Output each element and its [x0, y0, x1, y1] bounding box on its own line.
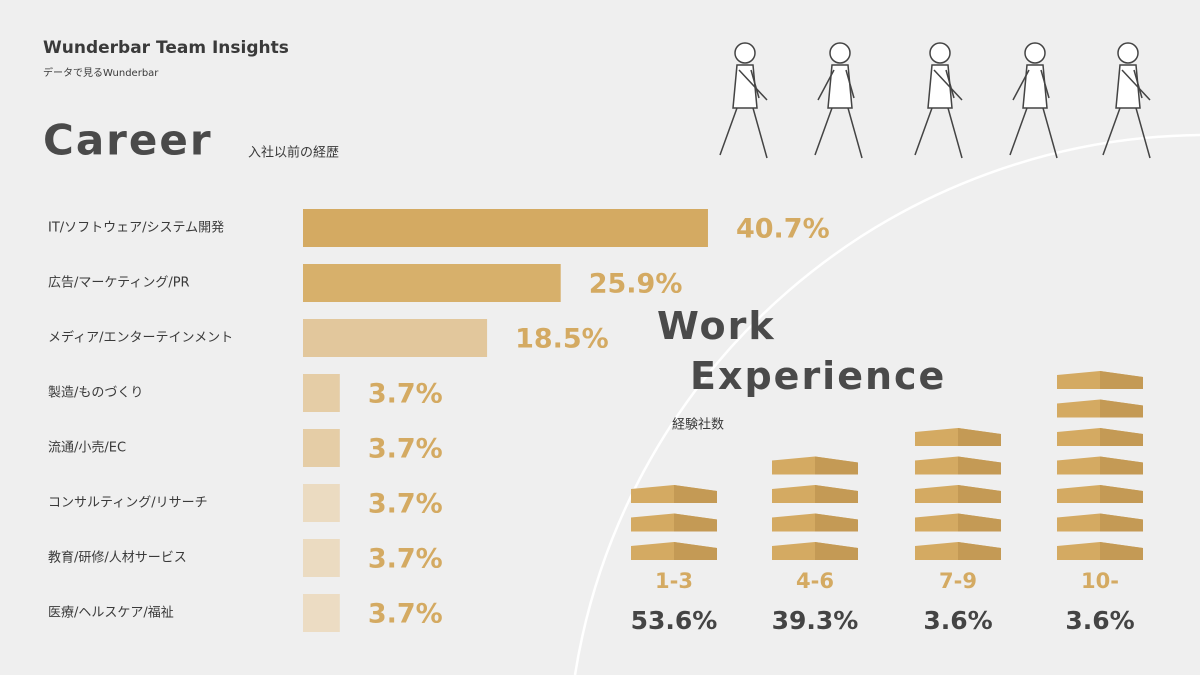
building-icon — [631, 485, 717, 560]
bar — [303, 374, 340, 412]
bar — [303, 264, 561, 302]
building-floor-shade — [1100, 542, 1143, 560]
walker-legs — [814, 107, 863, 159]
walker-body — [1022, 64, 1048, 109]
walker-arm — [738, 69, 768, 101]
walker-head — [829, 42, 851, 64]
building-floor-shade — [674, 485, 717, 503]
walker-body — [1115, 64, 1141, 109]
category-label: 製造/ものづくり — [48, 386, 143, 401]
category-label: 広告/マーケティング/PR — [48, 276, 190, 291]
walker-arm — [933, 69, 963, 101]
walker-legs — [914, 107, 963, 159]
bar — [303, 539, 340, 577]
value-label: 3.7% — [368, 434, 443, 465]
building-floor-shade — [1100, 371, 1143, 389]
walker-body — [927, 64, 953, 109]
building-floor-shade — [1100, 456, 1143, 475]
walker-legs — [1009, 107, 1058, 159]
building-floor-shade — [815, 456, 858, 475]
building-floor-shade — [1100, 428, 1143, 446]
category-label: コンサルティング/リサーチ — [48, 496, 208, 511]
walker-head — [929, 42, 951, 64]
walker-legs — [1102, 107, 1151, 159]
brand-subtitle: データで見るWunderbar — [43, 66, 159, 79]
building-floor-shade — [958, 428, 1001, 446]
value-label: 53.6% — [631, 606, 718, 635]
bar — [303, 484, 340, 522]
building-floor-shade — [958, 542, 1001, 560]
value-label: 3.7% — [368, 544, 443, 575]
walker-head — [1024, 42, 1046, 64]
brand-title: Wunderbar Team Insights — [43, 38, 289, 58]
bar — [303, 319, 488, 357]
category-label: 1-3 — [655, 569, 693, 593]
bar — [303, 594, 340, 632]
category-label: 教育/研修/人材サービス — [48, 550, 187, 566]
career-title: Career — [43, 116, 213, 165]
walker-head — [1117, 42, 1139, 64]
bar — [303, 209, 708, 247]
walker-arm — [1121, 69, 1151, 101]
building-floor-shade — [674, 542, 717, 560]
value-label: 3.6% — [923, 606, 992, 635]
building-floor-shade — [815, 485, 858, 503]
category-label: IT/ソフトウェア/システム開発 — [48, 221, 224, 236]
category-label: 7-9 — [939, 569, 977, 593]
building-floor-shade — [958, 456, 1001, 475]
building-icon — [1057, 371, 1143, 560]
building-floor-shade — [815, 542, 858, 560]
walker-head — [734, 42, 756, 64]
walker-arm — [1012, 69, 1050, 101]
value-label: 39.3% — [772, 606, 859, 635]
value-label: 3.7% — [368, 599, 443, 630]
work-subtitle: 経験社数 — [672, 417, 724, 433]
decor-arc — [573, 133, 1200, 675]
building-floor-shade — [1100, 513, 1143, 532]
value-label: 3.7% — [368, 379, 443, 410]
building-floor-shade — [958, 513, 1001, 532]
building-floor-shade — [1100, 485, 1143, 503]
building-floor-shade — [958, 485, 1001, 503]
walkers-illustration — [719, 42, 1151, 159]
building-icon — [772, 456, 858, 560]
walker-arm — [817, 69, 855, 101]
walker-legs — [719, 107, 768, 159]
value-label: 40.7% — [736, 214, 830, 245]
career-subtitle: 入社以前の経歴 — [248, 145, 339, 161]
value-label: 25.9% — [589, 269, 683, 300]
category-label: 10- — [1081, 569, 1119, 593]
building-icon — [915, 428, 1001, 560]
value-label: 3.6% — [1065, 606, 1134, 635]
value-label: 3.7% — [368, 489, 443, 520]
value-label: 18.5% — [515, 324, 609, 355]
building-floor-shade — [674, 513, 717, 532]
building-floor-shade — [815, 513, 858, 532]
walker-body — [732, 64, 758, 109]
category-label: 4-6 — [796, 569, 834, 593]
building-floor-shade — [1100, 399, 1143, 418]
category-label: メディア/エンターテインメント — [48, 330, 233, 346]
bar — [303, 429, 340, 467]
category-label: 流通/小売/EC — [48, 440, 126, 456]
category-label: 医療/ヘルスケア/福祉 — [48, 606, 174, 621]
work-title: Work Experience — [657, 304, 946, 398]
walker-body — [827, 64, 853, 109]
